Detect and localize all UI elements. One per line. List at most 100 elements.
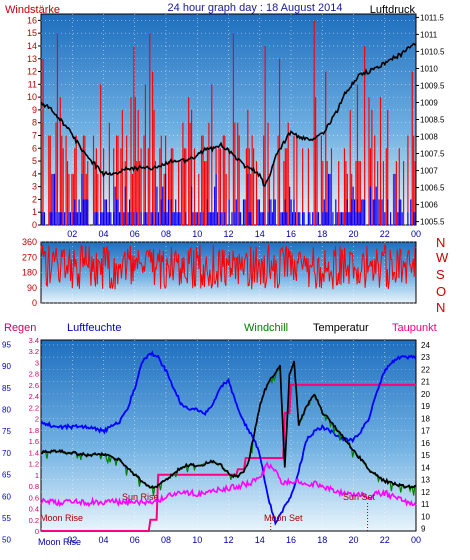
wind-gust-bar bbox=[377, 161, 379, 225]
windstaerke-tick: 15 bbox=[27, 28, 37, 38]
wind-gust-bar bbox=[185, 148, 187, 225]
temperatur-tick: 16 bbox=[421, 439, 430, 448]
wind-gust-bar bbox=[188, 97, 190, 225]
wind-average-bar bbox=[82, 199, 84, 225]
p1-x-tick: 10 bbox=[192, 229, 202, 239]
wind-gust-bar bbox=[167, 161, 170, 225]
p1-x-tick: 12 bbox=[223, 229, 233, 239]
wind-average-bar bbox=[323, 199, 325, 225]
wind-gust-bar bbox=[103, 148, 105, 225]
wind-gust-bar bbox=[183, 148, 185, 225]
wind-gust-bar bbox=[51, 173, 53, 225]
wind-gust-bar bbox=[65, 135, 67, 225]
wind-average-bar bbox=[97, 212, 99, 225]
wind-average-bar bbox=[286, 212, 288, 225]
wind-gust-bar bbox=[368, 97, 370, 225]
windstaerke-tick: 0 bbox=[32, 220, 37, 230]
windstaerke-tick: 14 bbox=[27, 41, 37, 51]
wind-gust-bar bbox=[224, 135, 226, 225]
luftfeuchte-tick: 65 bbox=[2, 471, 11, 480]
wind-average-bar bbox=[358, 212, 360, 225]
wind-average-bar bbox=[114, 186, 116, 225]
wind-average-bar bbox=[191, 186, 193, 225]
temperatur-tick: 10 bbox=[421, 512, 430, 521]
luftdruck-line bbox=[40, 42, 417, 188]
wind-gust-bar bbox=[191, 109, 193, 225]
regen-tick: 3 bbox=[35, 358, 39, 367]
wind-average-bar bbox=[81, 173, 83, 225]
wind-average-bar bbox=[69, 212, 71, 225]
wind-gust-bar bbox=[169, 161, 171, 225]
regen-tick: 0.8 bbox=[29, 482, 39, 491]
wind-average-bar bbox=[133, 212, 135, 225]
wind-average-bar bbox=[166, 212, 168, 225]
regen-tick: 0 bbox=[35, 527, 39, 536]
p3-x-tick: 00 bbox=[411, 535, 421, 545]
wind-average-bar bbox=[170, 199, 172, 225]
windstaerke-axis-label: Windstärke bbox=[5, 4, 60, 16]
wind-gust-bar bbox=[56, 33, 59, 225]
wind-gust-bar bbox=[219, 148, 221, 225]
wind-average-bar bbox=[167, 199, 170, 225]
luftfeuchte-line bbox=[40, 350, 417, 526]
wind-gust-bar bbox=[225, 173, 227, 225]
wind-average-bar bbox=[163, 212, 165, 225]
wind-gust-bar bbox=[139, 161, 141, 225]
wind-average-bar bbox=[250, 212, 252, 225]
wind-gust-bar bbox=[49, 135, 51, 225]
wind-average-bar bbox=[209, 212, 211, 225]
windstaerke-tick: 5 bbox=[32, 156, 37, 166]
direction-tick: 180 bbox=[22, 268, 37, 278]
wind-gust-bar bbox=[72, 173, 74, 225]
wind-gust-bar bbox=[202, 135, 204, 225]
p1-x-tick: 16 bbox=[286, 229, 296, 239]
wind-gust-bar bbox=[61, 135, 63, 225]
wind-gust-bar bbox=[374, 135, 376, 225]
wind-gust-bar bbox=[232, 33, 234, 225]
p3-x-tick: 12 bbox=[223, 535, 233, 545]
wind-gust-bar bbox=[355, 161, 357, 225]
wind-average-bar bbox=[394, 173, 396, 225]
wind-average-bar bbox=[261, 212, 263, 225]
wind-average-bar bbox=[100, 212, 102, 225]
wind-gust-bar bbox=[205, 161, 207, 225]
temperatur-tick: 22 bbox=[421, 365, 430, 374]
windstaerke-tick: 2 bbox=[32, 194, 37, 204]
wind-average-bar bbox=[101, 212, 103, 225]
wind-average-bar bbox=[235, 199, 237, 225]
windstaerke-tick: 1 bbox=[32, 207, 37, 217]
wind-gust-bar bbox=[182, 122, 184, 225]
wind-gust-bar bbox=[251, 135, 253, 225]
wind-average-bar bbox=[374, 199, 376, 225]
wind-average-bar bbox=[95, 212, 97, 225]
direction-letter: N bbox=[436, 300, 445, 315]
wind-average-bar bbox=[124, 186, 126, 225]
wind-gust-bar bbox=[293, 135, 295, 225]
wind-average-bar bbox=[216, 212, 219, 225]
wind-gust-bar bbox=[113, 148, 115, 225]
wind-average-bar bbox=[212, 212, 214, 225]
wind-gust-bar bbox=[413, 135, 415, 225]
p1-x-tick: 18 bbox=[317, 229, 327, 239]
wind-average-bar bbox=[176, 212, 178, 225]
wind-average-bar bbox=[280, 212, 282, 225]
windstaerke-tick: 16 bbox=[27, 15, 37, 25]
panel3-lines bbox=[40, 350, 417, 532]
regen-tick: 1.4 bbox=[29, 448, 39, 457]
wind-average-bar bbox=[294, 212, 296, 225]
wind-direction-line bbox=[40, 243, 417, 290]
wind-average-bar bbox=[384, 212, 386, 225]
wind-gust-bar bbox=[140, 148, 142, 225]
wind-gust-bar bbox=[144, 84, 146, 225]
wind-average-bar bbox=[78, 199, 80, 225]
wind-gust-bar bbox=[330, 148, 333, 225]
wind-average-bar bbox=[103, 212, 105, 225]
wind-average-bar bbox=[107, 212, 109, 225]
temperatur-line bbox=[40, 360, 417, 490]
luftfeuchte-tick: 85 bbox=[2, 384, 11, 393]
wind-gust-bar bbox=[382, 161, 384, 225]
wind-average-bar bbox=[196, 212, 198, 225]
wind-gust-bar bbox=[379, 97, 382, 225]
wind-average-bar bbox=[150, 212, 152, 225]
